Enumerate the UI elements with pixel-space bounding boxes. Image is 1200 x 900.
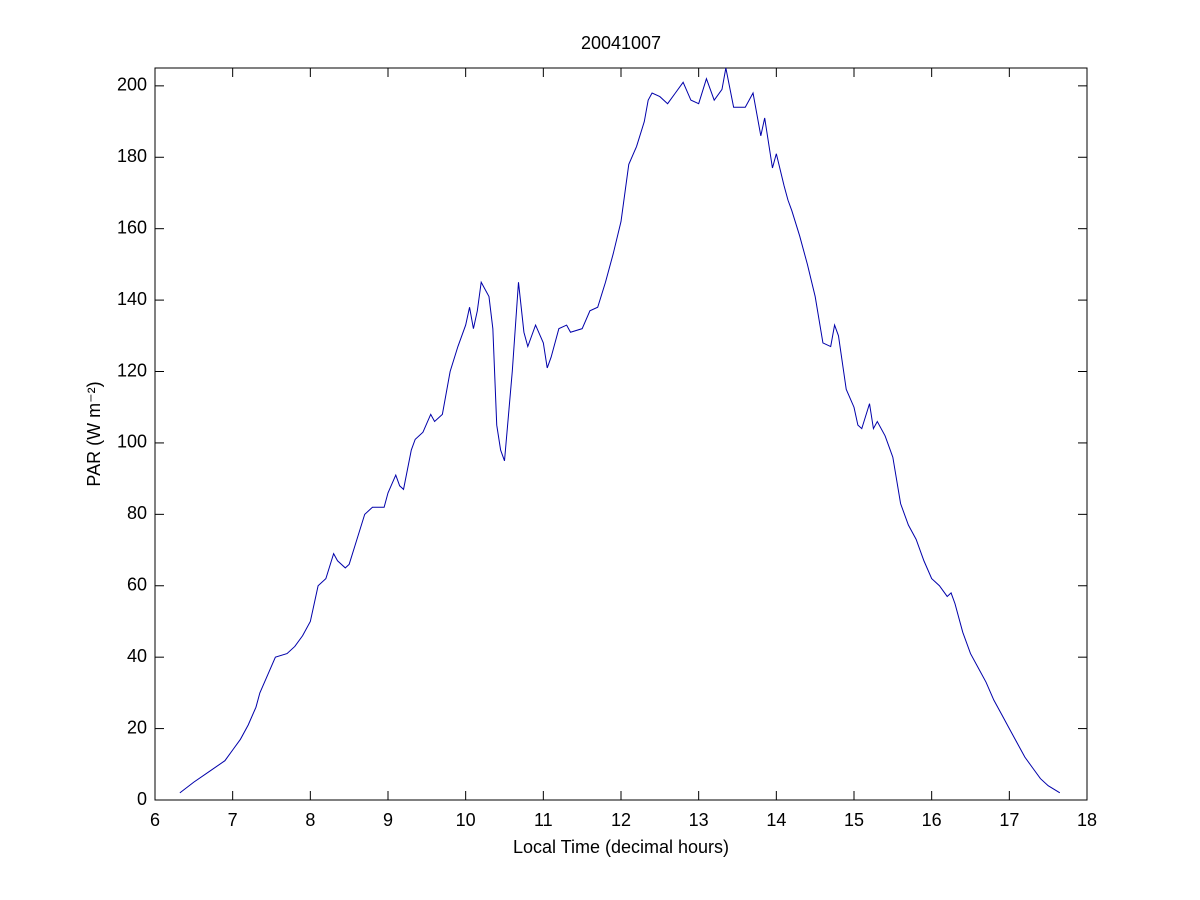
y-tick-label: 200 — [117, 75, 147, 95]
x-tick-label: 11 — [534, 810, 553, 830]
x-tick-label: 12 — [611, 810, 631, 830]
x-tick-label: 15 — [844, 810, 864, 830]
x-axis-label: Local Time (decimal hours) — [513, 837, 729, 857]
x-tick-label: 16 — [922, 810, 942, 830]
y-tick-label: 40 — [127, 646, 147, 666]
y-tick-label: 60 — [127, 575, 147, 595]
x-tick-label: 6 — [150, 810, 160, 830]
data-line — [179, 67, 1061, 794]
x-tick-label: 14 — [766, 810, 786, 830]
x-tick-label: 17 — [999, 810, 1019, 830]
y-tick-label: 0 — [137, 789, 147, 809]
y-tick-label: 80 — [127, 503, 147, 523]
y-tick-label: 180 — [117, 146, 147, 166]
y-axis-label: PAR (W m⁻²) — [84, 381, 104, 486]
chart-title: 20041007 — [581, 33, 661, 53]
x-tick-label: 18 — [1077, 810, 1097, 830]
y-tick-label: 20 — [127, 717, 147, 737]
y-tick-label: 120 — [117, 360, 147, 380]
y-tick-label: 140 — [117, 289, 147, 309]
x-tick-label: 9 — [383, 810, 393, 830]
x-tick-label: 10 — [456, 810, 476, 830]
x-tick-label: 8 — [305, 810, 315, 830]
y-tick-label: 160 — [117, 217, 147, 237]
y-tick-label: 100 — [117, 432, 147, 452]
x-tick-label: 7 — [228, 810, 238, 830]
axes-box — [154, 67, 1088, 801]
x-tick-label: 13 — [689, 810, 709, 830]
